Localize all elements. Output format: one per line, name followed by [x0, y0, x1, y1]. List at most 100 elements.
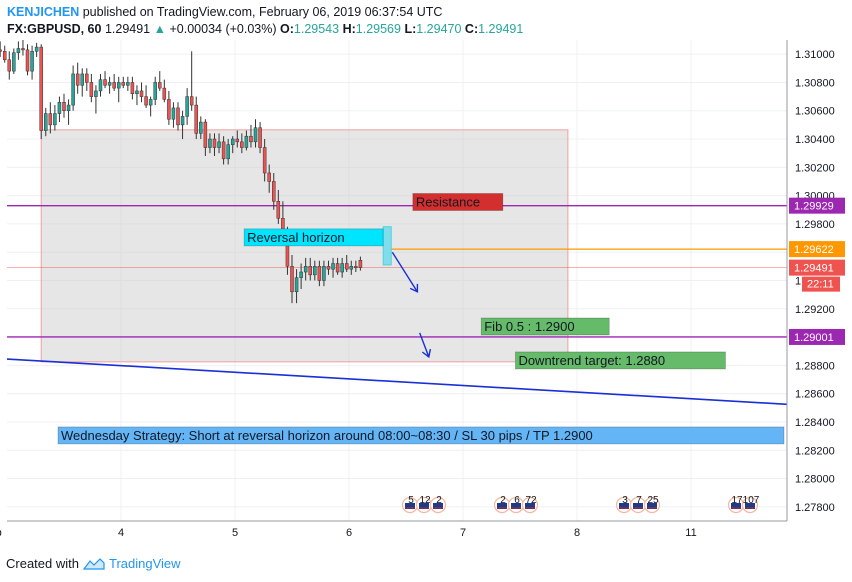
- event-count: 6: [514, 495, 520, 506]
- open-label: O:: [280, 22, 294, 36]
- resistance-price-tag-bg: [789, 197, 845, 214]
- candle-body: [340, 263, 344, 273]
- downtrend-target-label: Downtrend target: 1.2880: [518, 353, 665, 368]
- flag-blue: [745, 503, 755, 509]
- resistance-price-tag: 1.29929: [794, 201, 834, 213]
- candle-body: [62, 101, 66, 111]
- change-value: +0.00034 (+0.03%): [169, 22, 277, 36]
- candle-body: [98, 79, 103, 92]
- candle-body: [80, 73, 84, 86]
- reversal-arrow-icon-head: [409, 283, 419, 293]
- low-label: L:: [404, 22, 417, 36]
- candle-body: [354, 266, 358, 269]
- reversal-price-tag: 1.29622: [794, 244, 834, 256]
- high-label: H:: [342, 22, 356, 36]
- candle-body: [48, 113, 53, 126]
- candle-body: [158, 82, 162, 89]
- candle-body: [217, 141, 221, 148]
- candle-body: [249, 135, 253, 143]
- flag-blue: [731, 503, 741, 509]
- tradingview-logo-icon: [82, 557, 105, 570]
- candle-body: [299, 271, 303, 278]
- y-tick-label: 1.29800: [795, 219, 835, 231]
- x-tick-label: 6: [346, 527, 352, 539]
- candle-body: [221, 141, 226, 160]
- candle-body: [272, 181, 276, 202]
- candle-body: [235, 138, 240, 143]
- y-tick-label: 1.28400: [795, 417, 835, 429]
- fib-label-bg: [480, 317, 610, 336]
- last-price-tag-bg: [789, 259, 845, 276]
- candle-body: [112, 82, 116, 89]
- y-tick-label: 1.30200: [795, 162, 835, 174]
- fib-price-tag-bg: [789, 328, 845, 345]
- y-tick-label: 1.27800: [795, 502, 835, 514]
- candle-body: [2, 51, 7, 61]
- candle-body: [180, 116, 185, 126]
- publish-line: KENJICHEN published on TradingView.com, …: [7, 5, 442, 19]
- strategy-note: Wednesday Strategy: Short at reversal ho…: [61, 428, 593, 443]
- x-tick-label: 5: [232, 527, 238, 539]
- x-tick-label: 7: [460, 527, 466, 539]
- flag-blue: [633, 503, 643, 509]
- countdown-bg: [802, 276, 840, 292]
- candle-body: [171, 107, 176, 120]
- ohlc-line: FX:GBPUSD, 60 1.29491 ▲ +0.00034 (+0.03%…: [7, 22, 523, 36]
- event-count: 2: [436, 495, 442, 506]
- candle-body: [294, 277, 299, 293]
- candle-body: [331, 263, 335, 270]
- tradingview-brand[interactable]: TradingView: [108, 556, 181, 571]
- candle-body: [103, 79, 107, 86]
- symbol-label[interactable]: FX:GBPUSD, 60: [7, 22, 102, 36]
- publish-text: published on TradingView.com, February 0…: [79, 5, 443, 19]
- reversal-arrow-icon: [391, 251, 418, 293]
- up-arrow-icon: ▲: [153, 22, 166, 36]
- candle-body: [230, 138, 235, 145]
- y-tick-label: 1.29200: [795, 304, 835, 316]
- x-tick-label: 11: [685, 527, 696, 539]
- candle-body: [185, 96, 189, 117]
- low-value: 1.29470: [416, 22, 462, 36]
- candle-body: [267, 172, 271, 182]
- candle-body: [71, 73, 75, 106]
- candle-body: [130, 82, 135, 95]
- candle-body: [349, 266, 354, 270]
- flag-blue: [511, 503, 521, 509]
- candle-body: [167, 99, 171, 120]
- candle-body: [344, 263, 349, 270]
- candle-body: [85, 73, 89, 83]
- candle-body: [176, 107, 180, 126]
- candle-body: [240, 141, 244, 148]
- y-tick-label: 1.30600: [795, 106, 835, 118]
- candle-body: [212, 138, 217, 148]
- candle-body: [34, 46, 39, 52]
- created-with-text: Created with: [6, 556, 79, 571]
- downtrend-target-label-bg: [515, 351, 726, 370]
- candle-body: [290, 266, 294, 293]
- flag-blue: [405, 503, 415, 509]
- candle-body: [194, 104, 198, 134]
- y-tick-label: 1.28200: [795, 445, 835, 457]
- x-tick-label: 4: [118, 527, 124, 539]
- y-tick-label: 1.30800: [795, 77, 835, 89]
- author-name[interactable]: KENJICHEN: [7, 5, 80, 19]
- candle-body: [262, 147, 267, 174]
- candle-body: [313, 266, 317, 276]
- event-count: 3: [622, 495, 628, 506]
- downtrend-line: [6, 358, 788, 406]
- last-price: 1.29491: [104, 22, 151, 36]
- resistance-label: Resistance: [416, 194, 480, 209]
- candle-body: [317, 266, 322, 281]
- candle-body: [358, 260, 363, 268]
- candle-body: [226, 144, 230, 160]
- event-count: 7: [636, 495, 642, 506]
- candle-body: [25, 49, 30, 72]
- target-arrow-icon-head: [421, 348, 432, 359]
- flag-blue: [619, 503, 629, 509]
- y-tick-label: 1.30400: [795, 134, 835, 146]
- flag-blue: [419, 503, 429, 509]
- candle-body: [335, 263, 340, 273]
- candle-body: [208, 138, 212, 148]
